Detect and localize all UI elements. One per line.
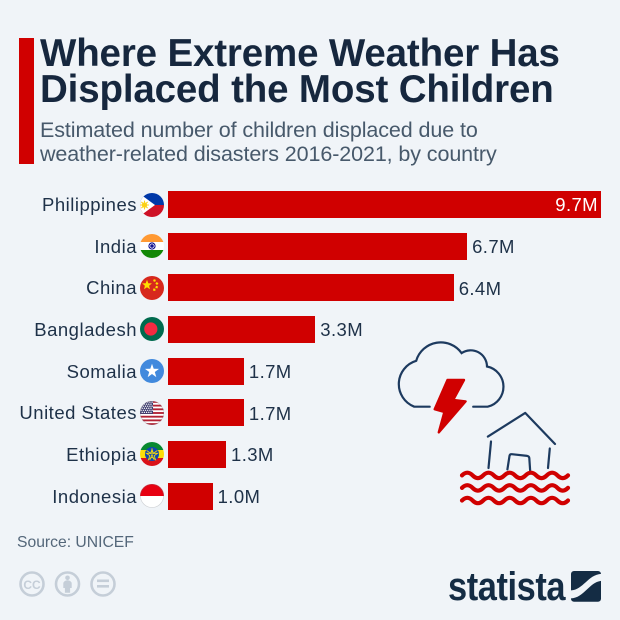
svg-text:CC: CC [23, 578, 41, 592]
